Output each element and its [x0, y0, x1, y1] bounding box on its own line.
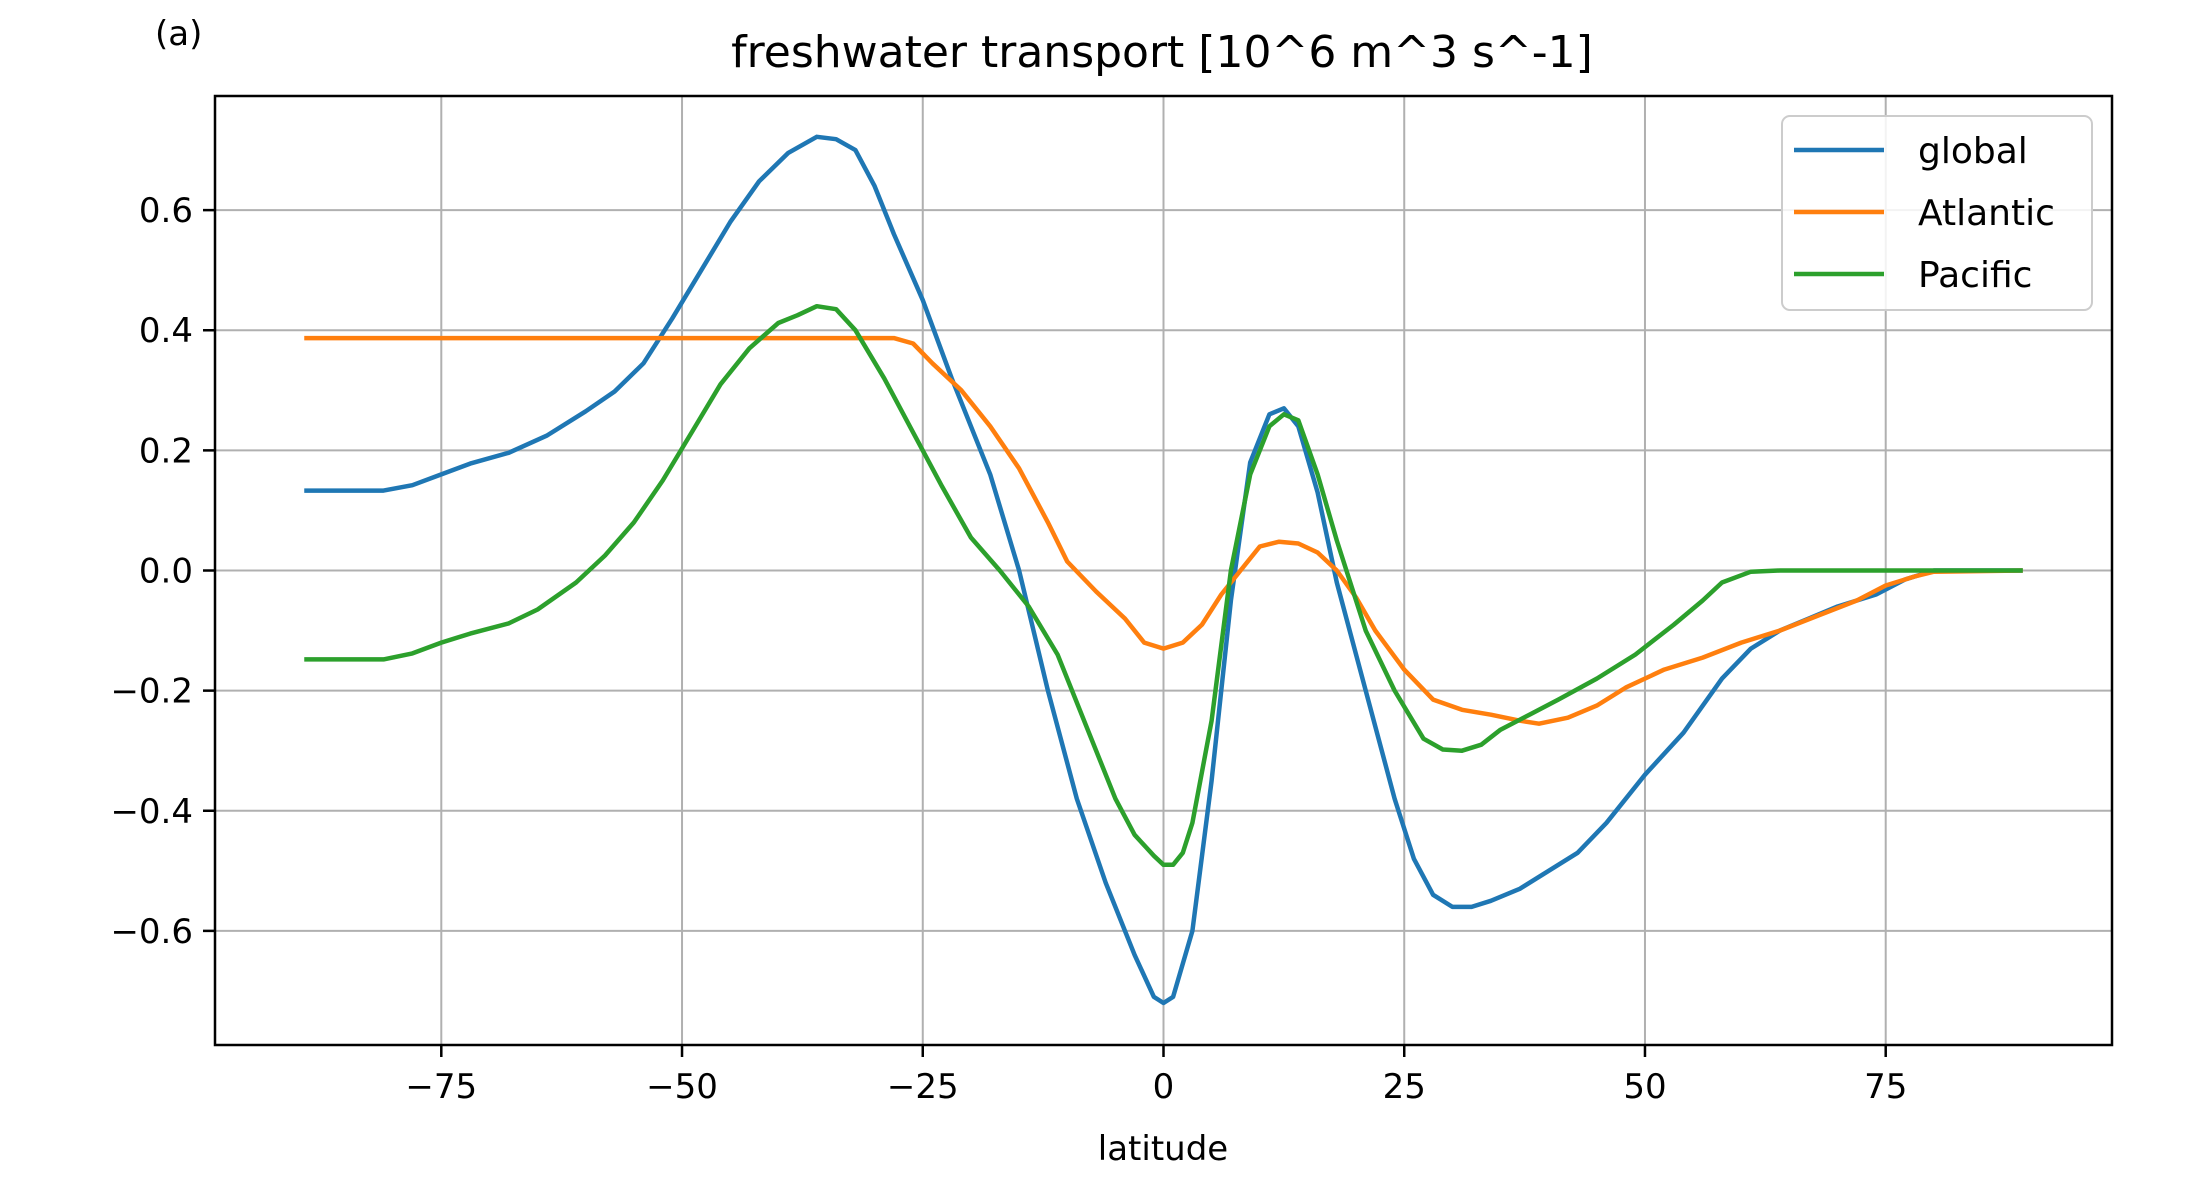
- x-tick-label: 50: [1623, 1067, 1666, 1107]
- series-lines: [304, 134, 2023, 1006]
- chart-title: freshwater transport [10^6 m^3 s^-1]: [731, 27, 1593, 78]
- x-tick-label: −25: [887, 1067, 959, 1107]
- legend-label-global: global: [1918, 131, 2028, 172]
- y-axis-ticks: −0.6 −0.4 −0.2 0.0 0.2 0.4 0.6: [110, 191, 215, 952]
- y-tick-label: 0.0: [139, 552, 193, 592]
- legend: global Atlantic Pacific: [1781, 115, 2093, 311]
- y-tick-label: 0.6: [139, 191, 193, 231]
- x-axis-label: latitude: [1098, 1129, 1228, 1169]
- y-tick-label: −0.2: [110, 672, 193, 712]
- series-line-pacific: [304, 303, 2023, 868]
- series-line-atlantic: [304, 335, 2023, 726]
- legend-label-atlantic: Atlantic: [1918, 193, 2055, 234]
- x-tick-label: 0: [1153, 1067, 1175, 1107]
- y-tick-label: −0.4: [110, 792, 193, 832]
- x-tick-label: 75: [1864, 1067, 1907, 1107]
- y-tick-label: 0.4: [139, 311, 193, 351]
- x-axis-ticks: −75 −50 −25 0 25 50 75: [405, 1045, 1907, 1107]
- series-line-global: [304, 134, 2023, 1006]
- x-tick-label: −75: [405, 1067, 477, 1107]
- x-tick-label: 25: [1383, 1067, 1426, 1107]
- legend-box: [1781, 115, 2093, 311]
- y-tick-label: −0.6: [110, 912, 193, 952]
- y-tick-label: 0.2: [139, 431, 193, 471]
- x-tick-label: −50: [646, 1067, 718, 1107]
- panel-label: (a): [155, 14, 202, 54]
- legend-label-pacific: Pacific: [1918, 255, 2032, 296]
